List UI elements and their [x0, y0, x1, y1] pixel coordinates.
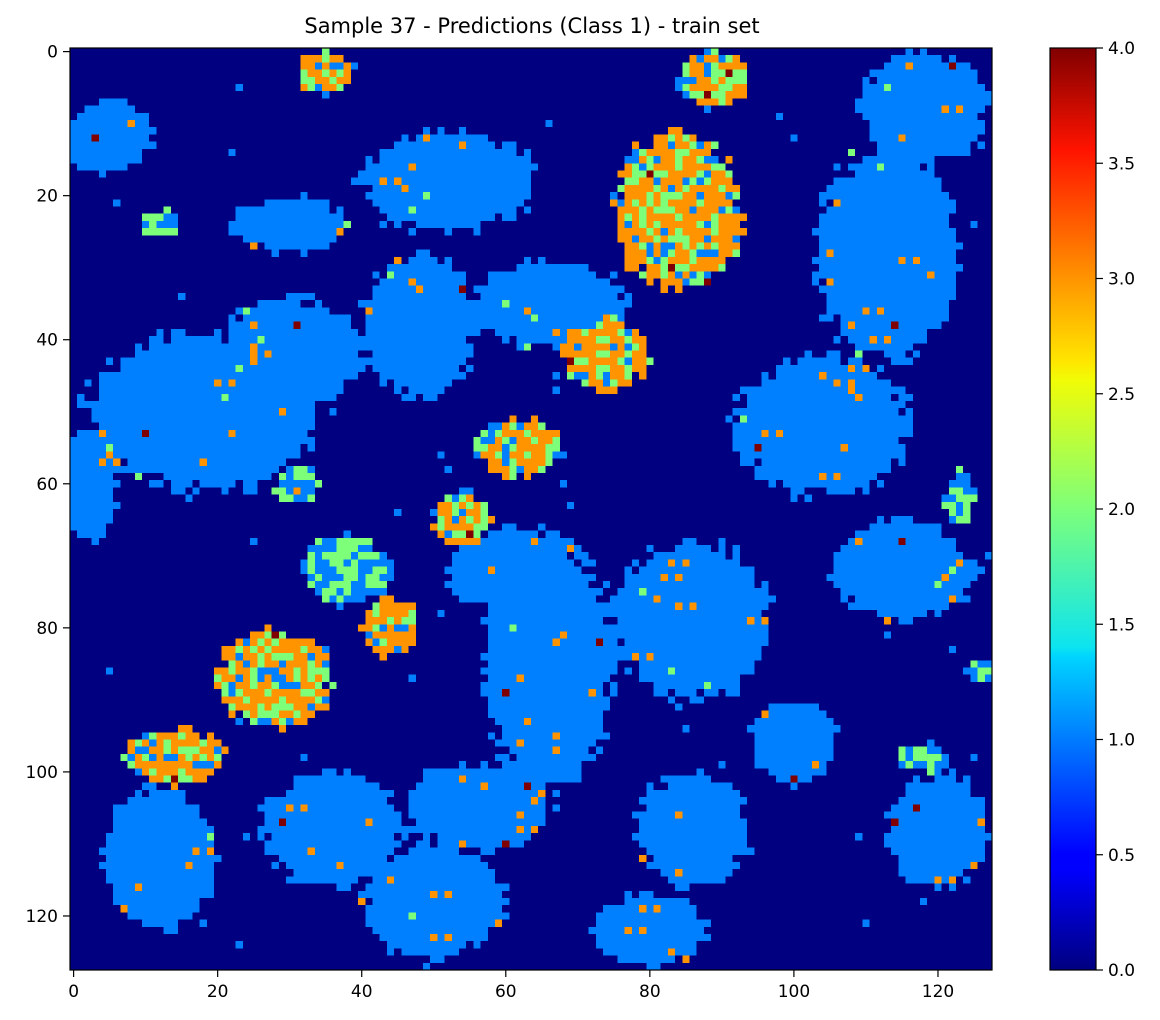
- y-tick-label: 80: [36, 619, 58, 639]
- y-axis: 0 20 40 60 80 100 120: [26, 43, 70, 927]
- x-tick-label: 0: [68, 982, 79, 1002]
- colorbar-tick-label: 1.5: [1108, 615, 1135, 635]
- x-tick-label: 20: [207, 982, 229, 1002]
- colorbar-tick-label: 0.5: [1108, 846, 1135, 866]
- heatmap: [70, 48, 992, 970]
- colorbar-tick-label: 1.0: [1108, 731, 1135, 751]
- colorbar-tick-label: 3.5: [1108, 154, 1135, 174]
- colorbar: [1049, 47, 1097, 971]
- colorbar-tick-label: 0.0: [1108, 961, 1135, 981]
- y-tick-label: 40: [36, 331, 58, 351]
- y-tick-label: 100: [26, 763, 58, 783]
- x-tick-label: 120: [922, 982, 954, 1002]
- x-tick-label: 40: [351, 982, 373, 1002]
- x-axis: 0 20 40 60 80 100 120: [68, 970, 954, 1002]
- x-tick-label: 100: [778, 982, 810, 1002]
- colorbar-tick-label: 3.0: [1108, 270, 1135, 290]
- y-tick-label: 60: [36, 475, 58, 495]
- colorbar-axis: 0.0 0.5 1.0 1.5 2.0 2.5 3.0 3.5 4.0: [1096, 39, 1135, 981]
- y-tick-label: 120: [26, 907, 58, 927]
- x-tick-label: 60: [495, 982, 517, 1002]
- heatmap-cells: [70, 48, 992, 970]
- plot-frame: [69, 47, 993, 971]
- colorbar-tick-label: 2.0: [1108, 500, 1135, 520]
- x-tick-label: 80: [639, 982, 661, 1002]
- y-tick-label: 0: [47, 43, 58, 63]
- colorbar-tick-label: 2.5: [1108, 385, 1135, 405]
- colorbar-tick-label: 4.0: [1108, 39, 1135, 59]
- y-tick-label: 20: [36, 187, 58, 207]
- chart-title: Sample 37 - Predictions (Class 1) - trai…: [304, 14, 759, 38]
